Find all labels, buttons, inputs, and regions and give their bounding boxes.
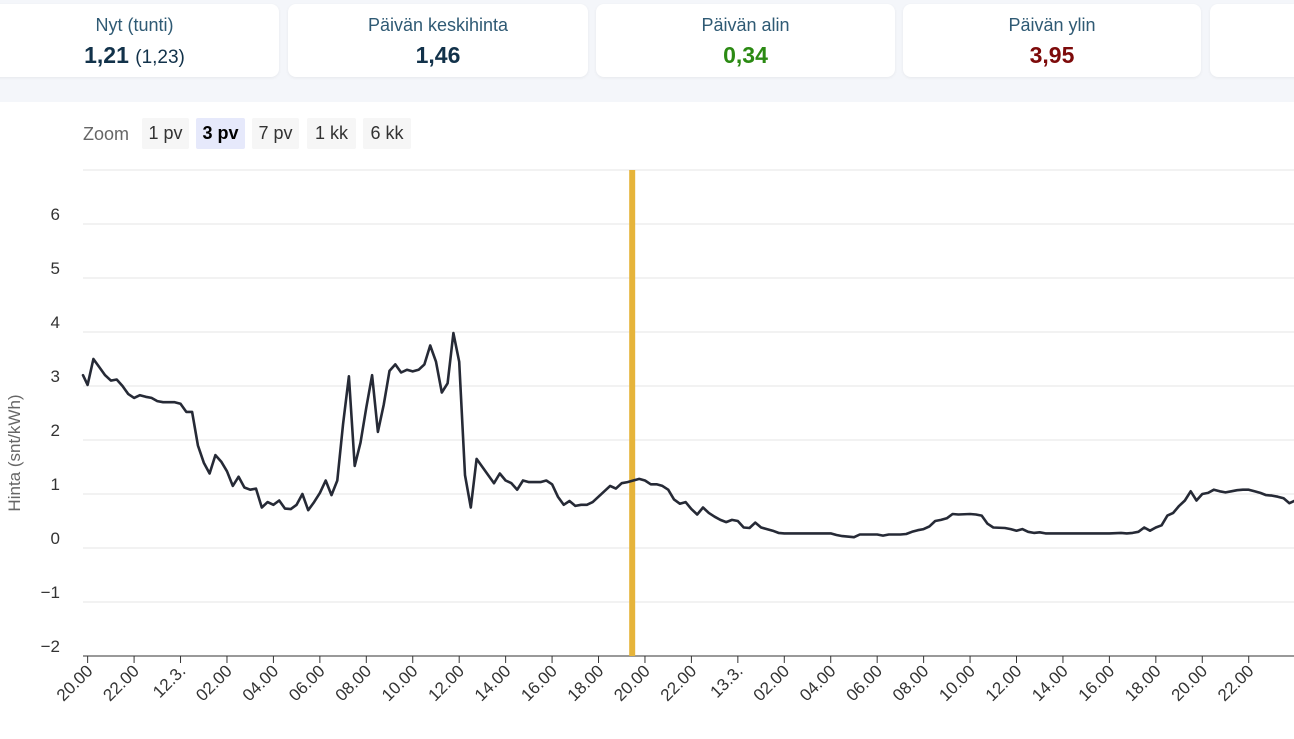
zoom-3-days-button[interactable]: 3 pv <box>196 118 245 149</box>
x-tick-label: 18.00 <box>1121 661 1165 705</box>
x-tick-label: 16.00 <box>1075 661 1119 705</box>
x-tick-label: 12.00 <box>424 661 468 705</box>
x-tick-label: 20.00 <box>1168 661 1212 705</box>
stat-max-value: 3,95 <box>1029 42 1075 68</box>
stat-now-main: 1,21 <box>84 42 129 68</box>
x-tick-label: 18.00 <box>564 661 608 705</box>
x-tick-label: 20.00 <box>53 661 97 705</box>
y-axis-label: Hinta (snt/kWh) <box>5 394 24 511</box>
zoom-1-month-button[interactable]: 1 kk <box>307 118 356 149</box>
chart-panel: Zoom 1 pv 3 pv 7 pv 1 kk 6 kk −2 −1 0 1 2 3 4 5… <box>0 102 1294 739</box>
y-tick-label: 5 <box>51 259 60 278</box>
x-tick-label: 14.00 <box>471 661 515 705</box>
x-tick-label: 12.00 <box>982 661 1026 705</box>
stats-bar: Nyt (tunti) 1,21 (1,23) Päivän keskihint… <box>0 0 1294 100</box>
y-tick-label: 6 <box>51 205 60 224</box>
y-tick-label: 0 <box>51 529 60 548</box>
x-tick-label: 22.00 <box>99 661 143 705</box>
zoom-label: Zoom <box>83 124 130 144</box>
x-tick-label: 10.00 <box>935 661 979 705</box>
stat-now-sub: (1,23) <box>135 47 185 68</box>
stat-min-value: 0,34 <box>723 42 768 68</box>
x-tick-label: 04.00 <box>239 661 283 705</box>
x-tick-label: 20.00 <box>610 661 654 705</box>
x-tick-label: 02.00 <box>192 661 236 705</box>
x-tick-label: 10.00 <box>378 661 422 705</box>
stat-min-label: Päivän alin <box>701 15 790 35</box>
y-tick-label: 3 <box>51 367 60 386</box>
x-tick-label: 06.00 <box>285 661 329 705</box>
y-tick-label: −1 <box>41 583 60 602</box>
stat-now-label: Nyt (tunti) <box>95 15 174 35</box>
x-tick-label: 08.00 <box>332 661 376 705</box>
stat-now-value: 1,21 (1,23) <box>0 42 279 69</box>
y-tick-label: 4 <box>51 313 60 332</box>
stat-avg-value: 1,46 <box>415 42 461 68</box>
stat-max-label: Päivän ylin <box>1008 15 1096 35</box>
stat-card-now: Nyt (tunti) 1,21 (1,23) <box>0 4 279 77</box>
y-tick-label: 1 <box>51 475 60 494</box>
x-tick-label: 16.00 <box>517 661 561 705</box>
y-tick-label: −2 <box>41 637 60 656</box>
zoom-6-months-button[interactable]: 6 kk <box>363 118 411 149</box>
price-line <box>81 331 1294 539</box>
zoom-7-days-button[interactable]: 7 pv <box>252 118 299 149</box>
stat-card-average: Päivän keskihinta 1,46 <box>288 4 588 77</box>
x-tick-label: 06.00 <box>842 661 886 705</box>
stat-card-extra <box>1210 4 1294 77</box>
x-tick-label: 04.00 <box>796 661 840 705</box>
x-tick-label: 22.00 <box>657 661 701 705</box>
zoom-1-day-button[interactable]: 1 pv <box>142 118 189 149</box>
x-tick-label: 13.3. <box>707 661 747 701</box>
y-tick-label: 2 <box>51 421 60 440</box>
stat-avg-label: Päivän keskihinta <box>367 15 509 35</box>
stat-card-min: Päivän alin 0,34 <box>596 4 895 77</box>
x-tick-label: 12.3. <box>149 661 189 701</box>
x-tick-label: 02.00 <box>750 661 794 705</box>
x-tick-label: 22.00 <box>1214 661 1258 705</box>
x-tick-label: 08.00 <box>889 661 933 705</box>
stat-card-max: Päivän ylin 3,95 <box>903 4 1201 77</box>
x-tick-label: 14.00 <box>1028 661 1072 705</box>
